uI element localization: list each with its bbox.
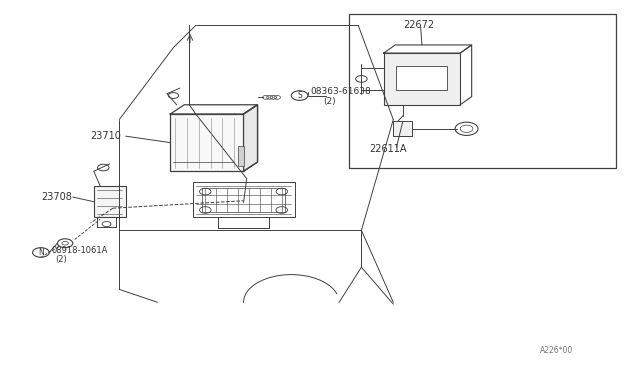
Text: 22611A: 22611A bbox=[370, 144, 407, 154]
Text: N: N bbox=[38, 248, 44, 257]
Bar bbox=[202, 188, 285, 212]
Bar bbox=[384, 53, 460, 105]
Text: 08918-1061A: 08918-1061A bbox=[51, 246, 108, 255]
Text: 23710: 23710 bbox=[91, 131, 122, 141]
Bar bbox=[94, 186, 125, 217]
Text: 22672: 22672 bbox=[403, 20, 434, 31]
Bar bbox=[239, 146, 244, 166]
Text: S: S bbox=[297, 91, 302, 100]
Text: 23708: 23708 bbox=[42, 192, 72, 202]
Bar bbox=[349, 14, 616, 167]
Polygon shape bbox=[244, 105, 257, 171]
Bar bbox=[394, 121, 412, 136]
Bar bbox=[193, 182, 294, 217]
Bar bbox=[396, 66, 447, 90]
Text: 08363-61638: 08363-61638 bbox=[310, 87, 371, 96]
Text: (2): (2) bbox=[56, 255, 67, 264]
Bar bbox=[170, 114, 244, 171]
Text: A226*00: A226*00 bbox=[540, 346, 573, 355]
Text: (2): (2) bbox=[323, 97, 336, 106]
